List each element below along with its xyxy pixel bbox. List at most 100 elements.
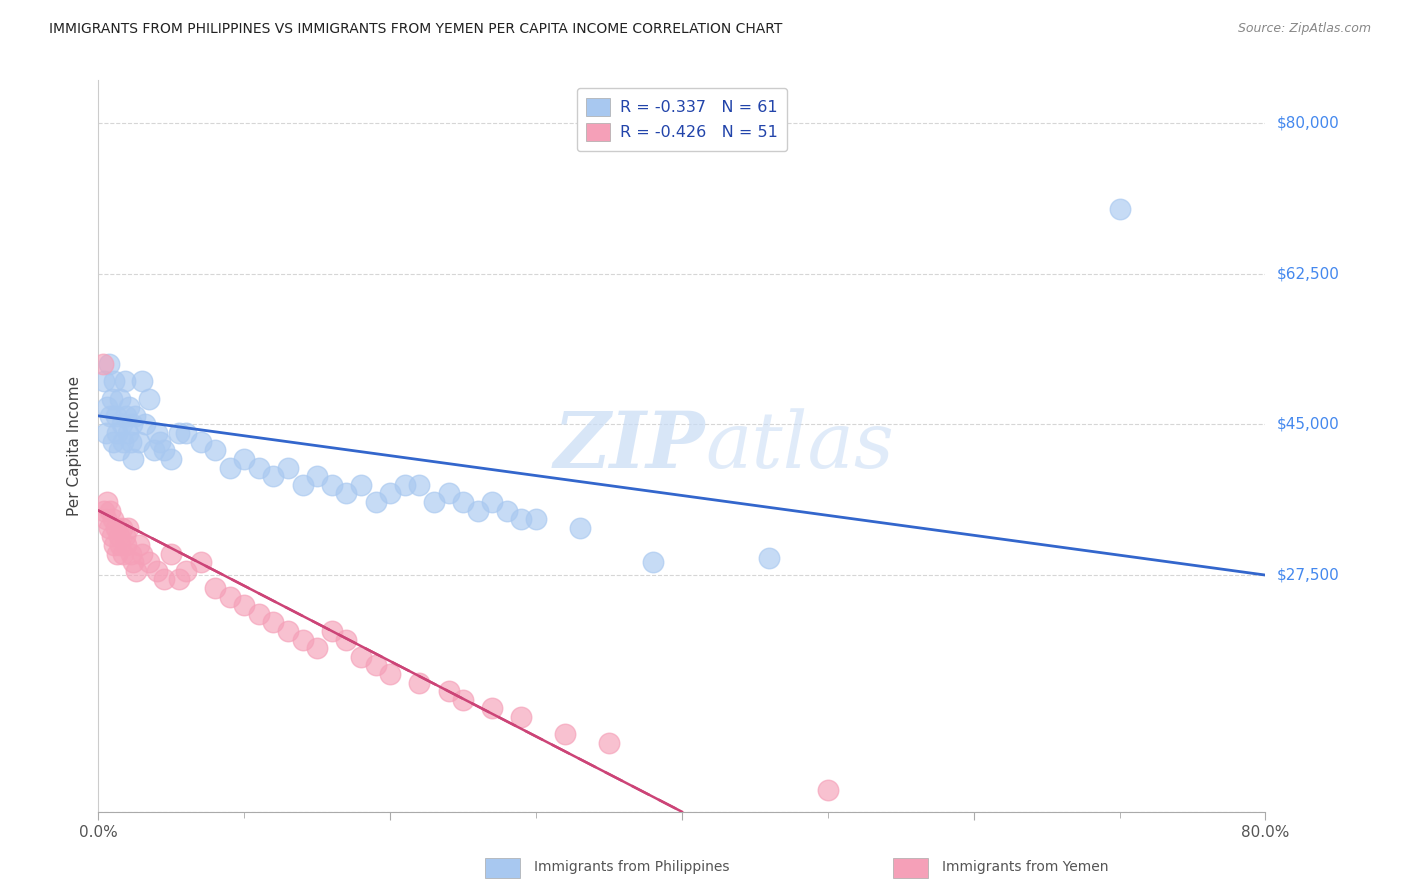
Point	[111, 417, 134, 432]
Point	[108, 443, 131, 458]
Text: Source: ZipAtlas.com: Source: ZipAtlas.com	[1237, 22, 1371, 36]
Point	[1108, 202, 1130, 217]
Point	[110, 538, 132, 552]
Point	[115, 409, 138, 423]
Point	[97, 357, 120, 371]
Point	[524, 512, 547, 526]
Point	[103, 375, 125, 389]
Point	[91, 357, 114, 371]
Point	[115, 538, 138, 552]
Point	[218, 590, 240, 604]
Point	[114, 529, 136, 543]
Point	[307, 469, 329, 483]
Text: atlas: atlas	[706, 408, 894, 484]
Point	[174, 426, 197, 441]
Point	[100, 529, 122, 543]
Point	[481, 701, 503, 715]
Point	[291, 477, 314, 491]
Point	[641, 555, 664, 569]
Point	[98, 503, 121, 517]
Point	[481, 495, 503, 509]
Point	[153, 573, 176, 587]
Point	[568, 521, 591, 535]
Y-axis label: Per Capita Income: Per Capita Income	[67, 376, 83, 516]
Point	[146, 426, 169, 441]
Point	[451, 693, 474, 707]
Point	[111, 521, 134, 535]
Point	[394, 477, 416, 491]
Point	[160, 451, 183, 466]
Point	[190, 434, 212, 449]
Point	[758, 550, 780, 565]
Point	[423, 495, 446, 509]
Text: $45,000: $45,000	[1277, 417, 1340, 432]
Point	[120, 547, 142, 561]
Point	[218, 460, 240, 475]
Point	[93, 503, 115, 517]
Point	[103, 538, 125, 552]
Point	[122, 555, 145, 569]
Point	[108, 529, 131, 543]
Point	[98, 409, 121, 423]
Point	[125, 564, 148, 578]
Point	[122, 451, 145, 466]
Point	[321, 624, 343, 638]
Point	[510, 710, 533, 724]
Text: ZIP: ZIP	[554, 408, 706, 484]
Point	[437, 486, 460, 500]
Point	[190, 555, 212, 569]
Point	[277, 624, 299, 638]
Point	[467, 503, 489, 517]
Point	[96, 401, 118, 415]
Point	[131, 547, 153, 561]
Point	[307, 641, 329, 656]
Point	[146, 564, 169, 578]
Point	[233, 598, 256, 612]
Point	[247, 607, 270, 621]
Point	[408, 675, 430, 690]
Point	[121, 417, 143, 432]
Point	[204, 581, 226, 595]
Point	[160, 547, 183, 561]
Text: Immigrants from Yemen: Immigrants from Yemen	[942, 860, 1108, 874]
Point	[204, 443, 226, 458]
Point	[96, 495, 118, 509]
Point	[112, 547, 135, 561]
Point	[510, 512, 533, 526]
Point	[94, 512, 117, 526]
Point	[451, 495, 474, 509]
Point	[291, 632, 314, 647]
Point	[437, 684, 460, 698]
Point	[167, 573, 190, 587]
Point	[335, 632, 357, 647]
Point	[321, 477, 343, 491]
Point	[247, 460, 270, 475]
Point	[263, 615, 285, 630]
Point	[380, 486, 402, 500]
Point	[120, 434, 142, 449]
Point	[233, 451, 256, 466]
Point	[114, 375, 136, 389]
Point	[142, 443, 165, 458]
Point	[167, 426, 190, 441]
Point	[101, 512, 124, 526]
Point	[104, 409, 127, 423]
Point	[149, 434, 172, 449]
Text: Immigrants from Philippines: Immigrants from Philippines	[534, 860, 730, 874]
Point	[350, 477, 373, 491]
Point	[117, 426, 139, 441]
Text: $80,000: $80,000	[1277, 116, 1340, 131]
Point	[104, 521, 127, 535]
Point	[364, 495, 387, 509]
Point	[174, 564, 197, 578]
Point	[153, 443, 176, 458]
Point	[138, 555, 160, 569]
Point	[110, 392, 132, 406]
Legend: R = -0.337   N = 61, R = -0.426   N = 51: R = -0.337 N = 61, R = -0.426 N = 51	[576, 88, 787, 151]
Point	[364, 658, 387, 673]
Point	[105, 547, 128, 561]
Point	[117, 521, 139, 535]
Point	[598, 736, 620, 750]
Point	[554, 727, 576, 741]
Point	[97, 521, 120, 535]
